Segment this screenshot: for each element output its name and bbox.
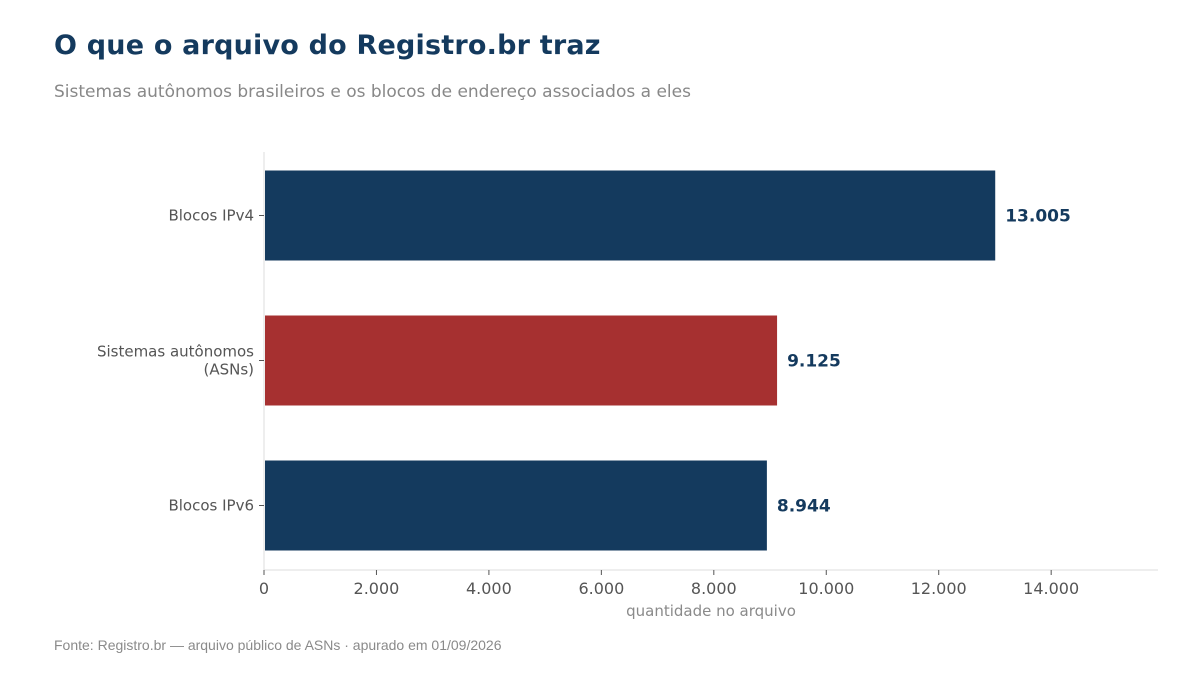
value-label: 9.125	[787, 352, 841, 372]
bar	[265, 170, 996, 261]
category-label: Blocos IPv6	[168, 497, 254, 515]
x-tick-label: 10.000	[798, 579, 854, 598]
source-note: Fonte: Registro.br — arquivo público de …	[54, 637, 502, 653]
category-label: Blocos IPv4	[168, 207, 254, 225]
bar	[265, 460, 767, 551]
category-label: Sistemas autônomos (ASNs)	[97, 343, 254, 379]
page-title: O que o arquivo do Registro.br traz	[54, 30, 601, 61]
value-label: 8.944	[777, 497, 831, 517]
value-label: 13.005	[1005, 207, 1071, 227]
x-tick-label: 12.000	[911, 579, 967, 598]
x-tick-label: 2.000	[354, 579, 400, 598]
x-axis-title: quantidade no arquivo	[626, 602, 796, 620]
x-tick-label: 6.000	[578, 579, 624, 598]
x-tick-label: 0	[259, 579, 269, 598]
page-subtitle: Sistemas autônomos brasileiros e os bloc…	[54, 82, 691, 102]
x-tick-label: 8.000	[691, 579, 737, 598]
x-tick-label: 4.000	[466, 579, 512, 598]
x-tick-label: 14.000	[1023, 579, 1079, 598]
bar	[265, 315, 778, 406]
